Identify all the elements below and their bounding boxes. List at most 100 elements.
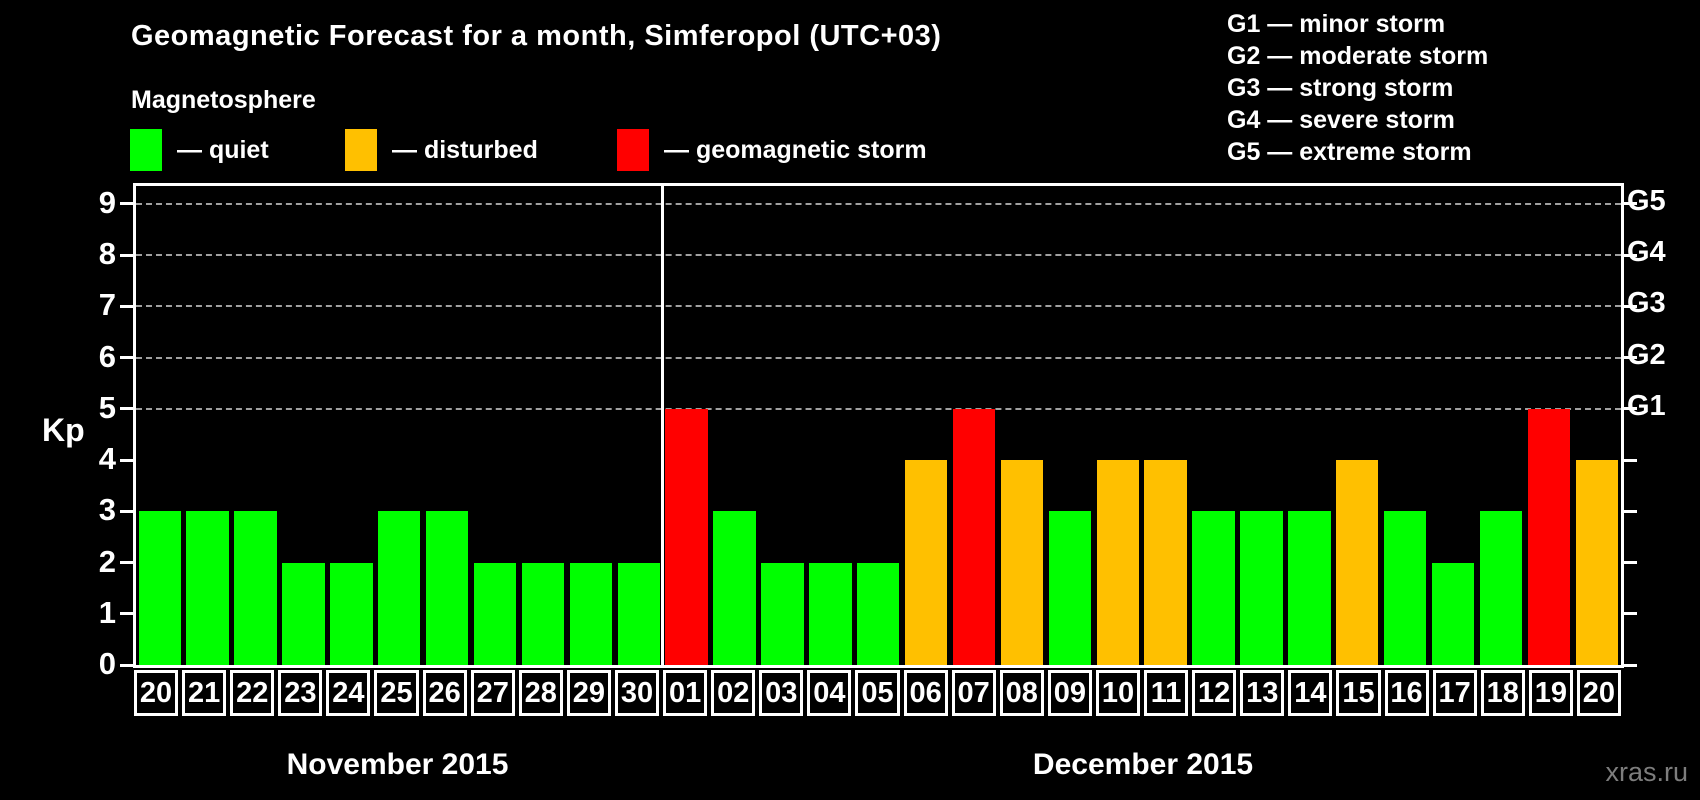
- legend-item-label: — geomagnetic storm: [664, 135, 927, 164]
- day-label: 11: [1144, 670, 1189, 716]
- kp-bar: [1000, 460, 1044, 665]
- day-label: 29: [566, 670, 611, 716]
- day-label: 28: [518, 670, 563, 716]
- kp-gridline: [136, 407, 1621, 410]
- y-axis-label: Kp: [42, 411, 85, 448]
- y-tick: [120, 304, 133, 308]
- y-tick: [120, 612, 133, 616]
- kp-bar: [1336, 460, 1379, 665]
- y-tick: [120, 202, 133, 206]
- kp-bar: [473, 562, 517, 665]
- kp-gridline: [136, 202, 1621, 205]
- y-tick-label: 8: [98, 236, 116, 272]
- day-label: 07: [951, 670, 996, 716]
- day-label: 12: [1192, 670, 1237, 716]
- storm-scale-entry: G2 — moderate storm: [1227, 42, 1489, 70]
- kp-bar: [809, 562, 852, 665]
- day-label: 04: [807, 670, 852, 716]
- y-tick-label: 6: [98, 338, 116, 374]
- kp-bar: [1479, 511, 1523, 665]
- month-divider-line: [661, 186, 665, 665]
- kp-bar: [1240, 511, 1283, 665]
- day-label: 06: [903, 670, 948, 716]
- day-label: 30: [614, 670, 660, 716]
- y-tick: [1624, 356, 1637, 360]
- legend-title: Magnetosphere: [131, 86, 316, 114]
- kp-bar: [617, 562, 660, 665]
- y-tick: [120, 356, 133, 360]
- kp-bar: [234, 511, 277, 665]
- y-tick-label: 3: [98, 492, 116, 528]
- day-label: 27: [470, 670, 515, 716]
- day-label: 13: [1240, 670, 1285, 716]
- day-label: 20: [134, 670, 179, 716]
- y-tick: [120, 253, 133, 257]
- y-tick: [1624, 509, 1637, 513]
- plot-area: Kp 0 1 2 3 4 5 6 7 8 9 G1 G2 G3 G4 G5: [42, 183, 1666, 681]
- y-tick-label: 2: [98, 543, 116, 579]
- month-label-december: December 2015: [1032, 748, 1254, 781]
- kp-bar: [138, 511, 181, 665]
- kp-bar: [1048, 511, 1092, 665]
- kp-bar: [1431, 562, 1475, 665]
- y-tick-label: 7: [98, 287, 116, 323]
- kp-bar: [1383, 511, 1427, 665]
- day-label: 08: [999, 670, 1044, 716]
- g-scale-label: G2: [1627, 338, 1666, 371]
- kp-bar: [1575, 460, 1618, 665]
- kp-bar: [1144, 460, 1187, 665]
- day-label: 15: [1336, 670, 1381, 716]
- kp-bar: [952, 408, 996, 665]
- storm-scale-entry: G3 — strong storm: [1227, 74, 1454, 102]
- kp-bar: [1096, 460, 1139, 665]
- day-label: 16: [1384, 670, 1429, 716]
- y-tick: [120, 561, 133, 565]
- y-tick: [1624, 663, 1637, 667]
- day-label: 18: [1480, 670, 1525, 716]
- day-label: 10: [1095, 670, 1141, 716]
- storm-scale-entry: G1 — minor storm: [1227, 10, 1446, 38]
- kp-bar: [521, 562, 565, 665]
- y-tick-label: 0: [98, 646, 116, 681]
- kp-bar: [330, 562, 373, 665]
- kp-bar: [904, 460, 948, 665]
- y-tick: [120, 407, 133, 411]
- y-tick-label: 5: [98, 389, 116, 425]
- storm-scale-entry: G5 — extreme storm: [1227, 138, 1472, 166]
- kp-bar: [378, 511, 421, 665]
- day-label: 23: [278, 670, 323, 716]
- kp-bar: [1527, 408, 1571, 665]
- y-tick-label: 9: [98, 184, 116, 220]
- day-label: 05: [855, 670, 900, 716]
- day-label: 17: [1432, 670, 1477, 716]
- legend-item-quiet: — quiet: [130, 128, 269, 172]
- day-label: 09: [1047, 670, 1092, 716]
- y-tick: [1624, 612, 1637, 616]
- day-label: 26: [422, 670, 467, 716]
- legend-item-storm: — geomagnetic storm: [617, 128, 927, 172]
- g-scale-label: G4: [1627, 236, 1666, 269]
- legend-item-label: — quiet: [177, 135, 269, 164]
- g-scale-label: G1: [1627, 389, 1666, 422]
- y-tick: [1624, 407, 1637, 411]
- g-scale-label: G5: [1627, 184, 1666, 217]
- kp-bar: [1192, 511, 1235, 665]
- y-tick-label: 4: [98, 441, 116, 477]
- kp-bar: [282, 562, 325, 665]
- y-tick: [120, 663, 133, 667]
- kp-bar: [569, 562, 613, 665]
- y-tick: [120, 458, 133, 462]
- quiet-swatch: [130, 129, 162, 171]
- y-tick: [1624, 304, 1637, 308]
- kp-bar: [857, 562, 900, 665]
- day-label: 25: [374, 670, 419, 716]
- kp-bar: [713, 511, 756, 665]
- watermark: xras.ru: [1605, 757, 1688, 787]
- kp-bar: [186, 511, 229, 665]
- kp-gridline: [136, 356, 1621, 359]
- disturbed-swatch: [345, 129, 377, 171]
- day-axis: 20 21 22 23 24 25 26 27 28 29 30 01 02 03 04 05 06 07 08 09…: [133, 668, 1624, 716]
- day-label: 19: [1528, 670, 1573, 716]
- y-tick-label: 1: [98, 594, 116, 630]
